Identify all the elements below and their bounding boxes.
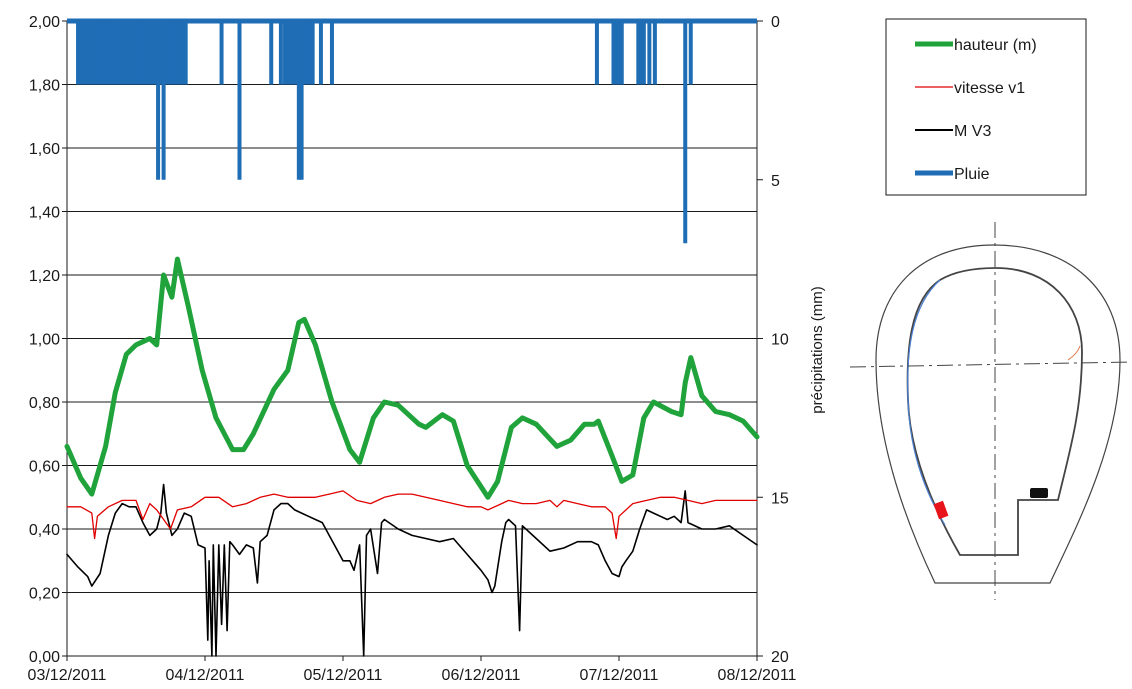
y-tick-label: 2,00 <box>29 14 60 31</box>
x-tick-label: 06/12/2011 <box>442 667 521 684</box>
y-tick-label: 1,60 <box>29 141 60 158</box>
series-line <box>64 256 760 500</box>
y-tick-label: 0,20 <box>29 586 60 603</box>
sensor-v1-marker <box>933 500 949 520</box>
x-tick-label: 03/12/2011 <box>28 667 107 684</box>
legend-label: hauteur (m) <box>954 37 1037 54</box>
y-axis-right-ticks: 0 5 10 15 20 <box>757 14 789 666</box>
horizontal-axis-dashdot <box>849 361 1132 368</box>
x-tick-label: 08/12/2011 <box>718 667 797 684</box>
y-axis-left-ticks: 0,00 0,20 0,40 0,60 0,80 1,00 1,20 1,40 1,60 1,80… <box>29 14 67 666</box>
y-tick-label: 1,20 <box>29 268 60 285</box>
legend-label: Pluie <box>954 166 990 183</box>
sensor-mv3-marker <box>1030 488 1048 498</box>
y2-tick-label: 10 <box>771 332 789 349</box>
legend-label: M V3 <box>954 123 991 140</box>
grid <box>66 20 758 657</box>
rain-series <box>67 18 757 244</box>
series-line <box>66 483 758 657</box>
series-line <box>66 490 758 540</box>
y-tick-label: 1,00 <box>29 332 60 349</box>
inner-profile-tint <box>907 279 946 526</box>
x-tick-label: 05/12/2011 <box>304 667 383 684</box>
y2-tick-label: 0 <box>771 14 780 31</box>
x-tick-label: 04/12/2011 <box>166 667 245 684</box>
sewer-cross-section-diagram <box>849 222 1132 600</box>
y-tick-label: 0,80 <box>29 395 60 412</box>
inner-profile <box>906 267 1083 556</box>
y-tick-label: 1,40 <box>29 205 60 222</box>
y2-tick-label: 5 <box>771 173 780 190</box>
x-tick-label: 07/12/2011 <box>580 667 659 684</box>
outer-profile <box>875 244 1121 584</box>
y-tick-label: 0,00 <box>29 649 60 666</box>
line-series <box>64 256 760 657</box>
y2-axis-label: précipitations (mm) <box>809 286 826 414</box>
legend: hauteur (m) vitesse v1 M V3 Pluie <box>885 18 1087 196</box>
y2-tick-label: 15 <box>771 490 789 507</box>
y-tick-label: 1,80 <box>29 78 60 95</box>
y-tick-label: 0,60 <box>29 459 60 476</box>
y2-tick-label: 20 <box>771 649 789 666</box>
spring-line-mark <box>1067 345 1081 361</box>
legend-box <box>885 18 1087 196</box>
y-tick-label: 0,40 <box>29 522 60 539</box>
legend-label: vitesse v1 <box>954 80 1025 97</box>
x-axis-ticks: 03/12/2011 04/12/2011 05/12/2011 06/12/2011… <box>28 656 797 684</box>
